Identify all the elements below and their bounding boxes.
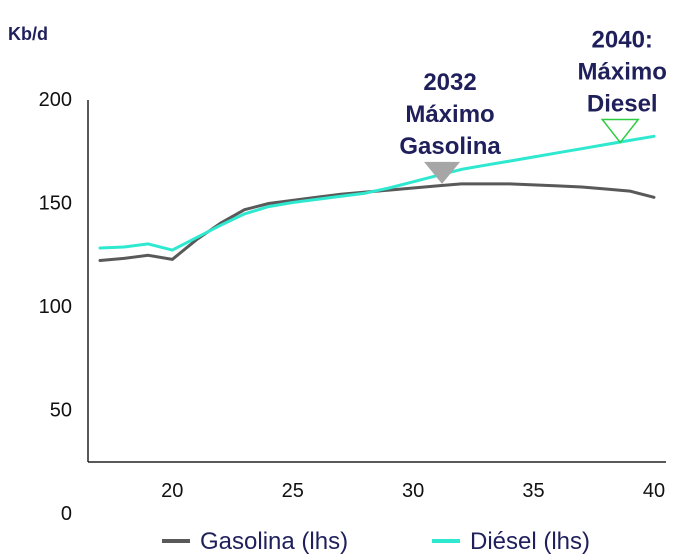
peak-marker-filled-triangle xyxy=(424,161,461,184)
x-tick-label: 35 xyxy=(522,480,544,502)
series-line-diesel xyxy=(98,134,656,252)
y-tick-label: 0 xyxy=(61,503,72,525)
annotation-text-line: Diesel xyxy=(587,90,658,117)
annotations-layer: 2032 Máximo Gasolina 2040: Máximo Diesel xyxy=(399,26,667,184)
legend-label: Gasolina (lhs) xyxy=(200,528,348,555)
annotation-text-line: Máximo xyxy=(405,101,494,128)
y-tick-label: 50 xyxy=(50,400,72,422)
x-tick-label: 20 xyxy=(161,480,183,502)
annotation-diesel-peak: 2040: Máximo Diesel xyxy=(578,26,667,144)
y-tick-label: 150 xyxy=(39,193,72,215)
annotation-text-line: Gasolina xyxy=(399,133,501,160)
x-axis-ticks: 20 25 30 35 40 xyxy=(161,480,665,502)
annotation-gasolina-peak: 2032 Máximo Gasolina xyxy=(399,69,501,184)
y-tick-label: 100 xyxy=(39,296,72,318)
y-tick-label: 200 xyxy=(39,89,72,111)
legend: Gasolina (lhs) Diésel (lhs) xyxy=(162,528,590,555)
legend-label: Diésel (lhs) xyxy=(470,528,590,555)
series-layer xyxy=(98,134,656,262)
peak-marker-outline-triangle xyxy=(600,118,640,144)
legend-item-gasolina: Gasolina (lhs) xyxy=(162,528,348,555)
y-axis-ticks: 0 50 100 150 200 xyxy=(39,89,72,525)
x-tick-label: 30 xyxy=(402,480,424,502)
x-tick-label: 40 xyxy=(643,480,665,502)
legend-item-diesel: Diésel (lhs) xyxy=(432,528,590,555)
annotation-text-line: 2040: xyxy=(592,26,653,53)
x-tick-label: 25 xyxy=(282,480,304,502)
annotation-text-line: 2032 xyxy=(423,69,476,96)
annotation-text-line: Máximo xyxy=(578,58,667,85)
y-axis-unit-label: Kb/d xyxy=(8,24,48,44)
series-line-gasolina xyxy=(98,182,656,262)
